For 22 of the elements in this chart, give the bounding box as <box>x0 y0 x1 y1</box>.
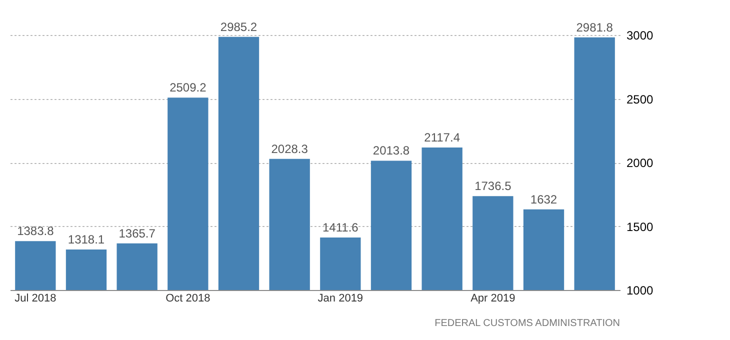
data-label: 1383.8 <box>17 224 54 238</box>
data-label: 2013.8 <box>372 144 410 158</box>
y-tick-label: 2500 <box>626 92 654 106</box>
x-tick-label: Jan 2019 <box>318 292 364 304</box>
data-label: 2981.8 <box>576 20 614 34</box>
data-label: 1318.1 <box>68 232 105 246</box>
data-label: 1736.5 <box>474 179 512 194</box>
data-label: 2985.2 <box>220 20 258 34</box>
y-tick-label: 1000 <box>626 284 654 298</box>
data-label: 2509.2 <box>170 80 207 95</box>
data-label: 1411.6 <box>322 220 359 235</box>
text: FEDERAL CUSTOMS ADMINISTRATION <box>434 318 620 329</box>
x-tick-label: Jul 2018 <box>14 292 56 304</box>
y-tick-label: 3000 <box>626 28 654 42</box>
y-tick-label: 2000 <box>626 156 654 170</box>
x-tick-label: Apr 2019 <box>470 292 516 304</box>
data-label: 1365.7 <box>118 226 156 240</box>
data-label: 2028.3 <box>271 142 308 156</box>
data-label: 2117.4 <box>424 130 460 145</box>
data-label: 1632 <box>530 192 558 206</box>
y-tick-label: 1500 <box>626 220 654 234</box>
x-tick-label: Oct 2018 <box>166 292 210 304</box>
